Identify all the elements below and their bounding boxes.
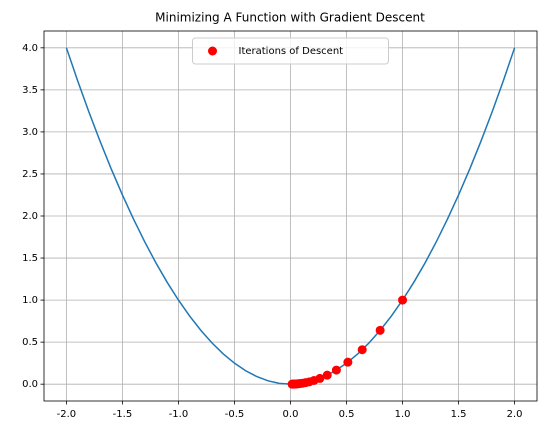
- y-tick-label: 3.0: [22, 127, 38, 138]
- x-tick-label: 2.0: [507, 409, 523, 420]
- y-tick-label: 2.5: [22, 169, 38, 180]
- y-tick-label: 2.0: [22, 211, 38, 222]
- legend-box: [192, 37, 389, 65]
- y-tick-label: 0.0: [22, 379, 38, 390]
- x-tick-label: 0.5: [339, 409, 355, 420]
- x-tick-label: -0.5: [225, 409, 245, 420]
- y-tick-label: 4.0: [22, 43, 38, 54]
- y-tick-label: 3.5: [22, 85, 38, 96]
- point: [287, 379, 297, 389]
- point: [375, 325, 385, 335]
- y-tick-label: 0.5: [22, 337, 38, 348]
- point: [322, 370, 332, 380]
- point: [343, 357, 353, 367]
- x-tick-label: 0.0: [283, 409, 299, 420]
- point: [357, 345, 367, 355]
- x-tick-label: 1.0: [395, 409, 411, 420]
- chart-title: Minimizing A Function with Gradient Desc…: [155, 11, 425, 25]
- y-tick-label: 1.5: [22, 253, 38, 264]
- axes-frame: [43, 30, 538, 402]
- point: [398, 295, 408, 305]
- point: [331, 365, 341, 375]
- legend-label: Iterations of Descent: [239, 46, 344, 57]
- x-tick-label: 1.5: [451, 409, 467, 420]
- y-tick-label: 1.0: [22, 295, 38, 306]
- x-tick-label: -1.5: [113, 409, 133, 420]
- legend-marker: [208, 46, 217, 56]
- x-tick-label: -1.0: [169, 409, 189, 420]
- x-tick-label: -2.0: [57, 409, 77, 420]
